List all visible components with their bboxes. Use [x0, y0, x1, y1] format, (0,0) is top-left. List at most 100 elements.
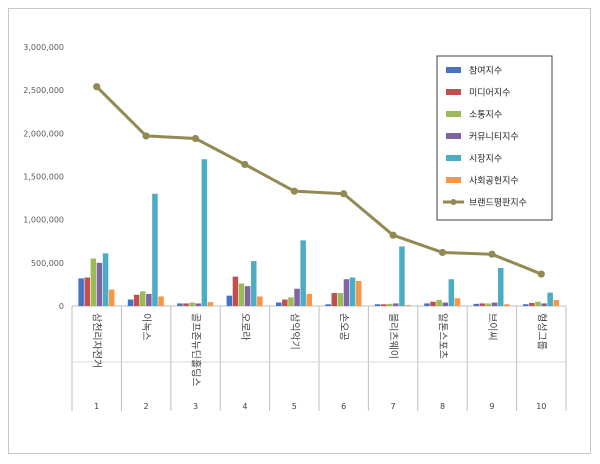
category-label: 골프존뉴딘홀딩스 — [190, 313, 203, 387]
bar — [380, 304, 387, 306]
bar — [201, 159, 208, 306]
category-number: 3 — [193, 402, 198, 411]
legend-label: 사회공헌지수 — [469, 176, 519, 187]
bar — [238, 283, 245, 306]
line-point — [241, 160, 249, 169]
line-series — [95, 85, 542, 276]
category-number: 7 — [391, 402, 396, 411]
bar — [207, 302, 214, 306]
category-number: 5 — [292, 402, 297, 411]
bar — [479, 303, 486, 306]
category-label: 손오공 — [338, 313, 350, 341]
legend-swatch — [446, 89, 461, 95]
line-point — [488, 250, 496, 258]
bar — [276, 302, 282, 306]
category-label: 오로라 — [239, 313, 251, 341]
y-tick-label: 2,500,000 — [23, 86, 64, 95]
bar — [454, 298, 461, 306]
y-tick-label: 2,000,000 — [23, 129, 64, 138]
legend-label: 미디어지수 — [469, 88, 510, 99]
bar — [529, 302, 535, 306]
category-number: 4 — [242, 402, 247, 411]
bar — [442, 302, 448, 306]
legend-label: 소통지수 — [469, 110, 502, 121]
bar — [306, 293, 312, 306]
bar — [553, 299, 559, 306]
bar — [127, 299, 134, 306]
bar — [244, 286, 251, 306]
category-number: 10 — [536, 402, 546, 411]
category-label: 브이씨 — [486, 313, 498, 341]
legend-marker — [450, 199, 457, 205]
bar — [485, 303, 492, 306]
bar — [337, 293, 344, 306]
bar — [399, 246, 405, 306]
bar — [251, 261, 257, 306]
category-label: 형성그룹 — [535, 313, 547, 350]
bar — [152, 193, 158, 306]
bar — [430, 301, 436, 306]
brand-line — [93, 83, 545, 278]
bar — [78, 278, 84, 306]
line-point — [191, 134, 200, 143]
bar — [387, 303, 393, 306]
line-point — [340, 190, 348, 198]
legend-label: 시장지수 — [469, 154, 502, 165]
category-label: 알톤스포츠 — [437, 313, 449, 359]
category-number: 1 — [94, 402, 99, 411]
bar — [232, 276, 239, 306]
legend-swatch — [446, 177, 461, 183]
bar — [535, 301, 541, 306]
bar — [393, 303, 399, 306]
line-point — [537, 270, 545, 278]
bar — [108, 289, 115, 306]
bar — [331, 293, 337, 306]
bar — [257, 296, 263, 306]
bar — [349, 277, 356, 306]
bar — [84, 277, 90, 306]
bar — [90, 258, 97, 306]
y-tick-label: 3,000,000 — [23, 43, 64, 52]
bar — [547, 292, 553, 306]
bar — [300, 240, 306, 306]
bar — [498, 268, 504, 306]
bar — [294, 288, 300, 306]
bar — [355, 280, 362, 306]
line-point — [142, 132, 150, 140]
bar — [374, 304, 381, 306]
bar — [523, 304, 529, 306]
category-number: 9 — [489, 402, 494, 411]
category-label: 블리츠웨이 — [387, 313, 399, 359]
bar — [195, 303, 201, 306]
category-number: 8 — [440, 402, 445, 411]
y-tick-label: 0 — [59, 302, 64, 311]
bar — [189, 302, 195, 306]
bar — [424, 303, 430, 306]
bar — [473, 303, 480, 306]
bar — [140, 291, 146, 306]
bar — [343, 279, 350, 306]
legend-swatch — [446, 67, 461, 73]
category-number: 2 — [144, 402, 149, 411]
legend-swatch — [446, 133, 461, 139]
bar — [177, 303, 183, 306]
bar — [102, 253, 109, 306]
category-number: 6 — [341, 402, 346, 411]
bar — [288, 297, 294, 306]
legend-swatch — [446, 111, 461, 117]
line-point — [290, 187, 298, 195]
bar — [158, 296, 164, 306]
bar — [282, 299, 288, 306]
line-point — [438, 248, 447, 257]
category-label: 이녹스 — [140, 313, 152, 341]
bar — [96, 262, 103, 306]
bar — [405, 305, 411, 306]
legend-label: 참여지수 — [469, 65, 502, 77]
bar — [325, 304, 331, 306]
line-point — [389, 231, 397, 239]
category-label: 삼천리자전거 — [91, 313, 103, 368]
bar — [448, 279, 455, 306]
line-point — [93, 83, 101, 91]
